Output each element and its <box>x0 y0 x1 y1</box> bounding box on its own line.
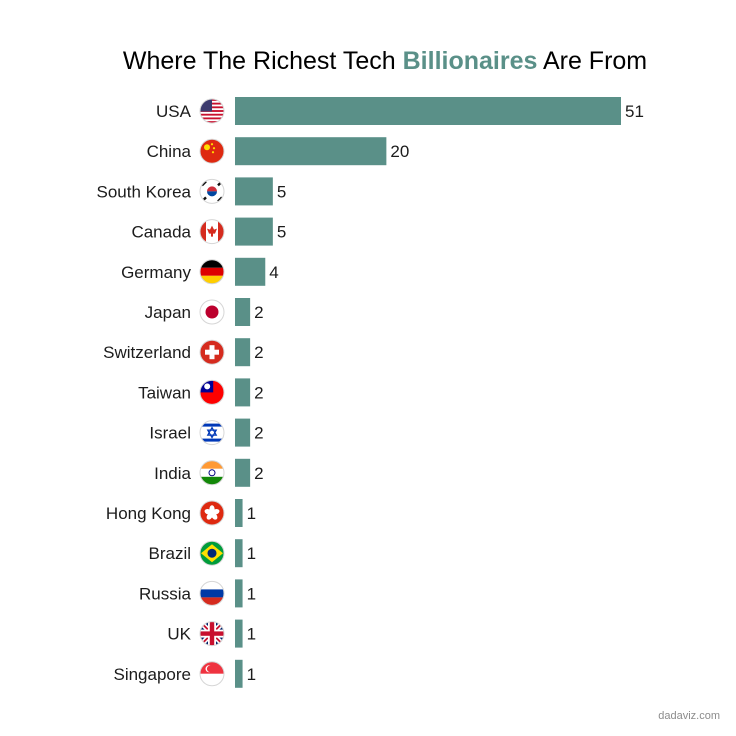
value-label: 2 <box>254 303 263 322</box>
value-label: 1 <box>247 625 256 644</box>
china-flag-icon <box>199 138 225 164</box>
bar-row-usa: USA 51 <box>156 97 644 125</box>
bar <box>235 217 273 246</box>
bar-row-russia: Russia 1 <box>139 579 256 608</box>
hong-kong-flag-icon <box>199 500 225 526</box>
bar-row-south-korea: South Korea 5 <box>96 177 286 206</box>
bar-row-canada: Canada 5 <box>131 217 286 246</box>
category-label: Israel <box>149 424 191 443</box>
singapore-flag-icon <box>199 661 225 687</box>
category-label: Hong Kong <box>106 504 191 523</box>
value-label: 1 <box>247 504 256 523</box>
category-label: Germany <box>121 263 191 282</box>
bar-row-japan: Japan 2 <box>145 298 264 326</box>
bar <box>235 378 251 407</box>
bar <box>235 659 243 688</box>
credit-text: dadaviz.com <box>658 710 720 722</box>
bar-row-germany: Germany 4 <box>121 257 279 286</box>
chart-title-part-3: Are From <box>537 47 647 75</box>
bar-row-taiwan: Taiwan 2 <box>138 378 264 407</box>
bar-row-singapore: Singapore 1 <box>113 659 256 688</box>
japan-flag-icon <box>199 299 225 325</box>
value-label: 2 <box>254 464 263 483</box>
israel-flag-icon <box>199 420 225 446</box>
value-label: 2 <box>254 343 263 362</box>
chart-title-highlight: Billionaires <box>403 47 538 75</box>
value-label: 1 <box>247 665 256 684</box>
category-label: Russia <box>139 584 192 603</box>
value-label: 1 <box>247 584 256 603</box>
chart-title-part-1: Where The Richest Tech <box>123 47 403 75</box>
bar <box>235 97 621 125</box>
value-label: 4 <box>269 263 278 282</box>
chart-title: Where The Richest Tech Billionaires Are … <box>123 47 647 75</box>
category-label: Brazil <box>148 544 191 563</box>
uk-flag-icon <box>199 621 225 647</box>
category-label: South Korea <box>96 182 191 201</box>
value-label: 51 <box>625 102 644 121</box>
category-label: Switzerland <box>103 343 191 362</box>
category-label: Canada <box>131 223 191 242</box>
bar <box>235 539 243 568</box>
value-label: 2 <box>254 424 263 443</box>
category-label: USA <box>156 102 192 121</box>
bar-row-switzerland: Switzerland 2 <box>103 338 264 367</box>
value-label: 20 <box>390 142 409 161</box>
india-flag-icon <box>199 460 225 486</box>
category-label: China <box>147 142 192 161</box>
bar-row-israel: Israel 2 <box>149 418 264 447</box>
bar <box>235 137 387 166</box>
brazil-flag-icon <box>199 540 225 566</box>
value-label: 5 <box>277 223 286 242</box>
value-label: 1 <box>247 544 256 563</box>
bar <box>235 579 243 608</box>
bar-row-hong-kong: Hong Kong 1 <box>106 499 256 527</box>
south-korea-flag-icon <box>199 178 225 204</box>
bar-row-india: India 2 <box>154 458 264 487</box>
taiwan-flag-icon <box>199 379 225 405</box>
canada-flag-icon <box>199 219 225 245</box>
category-label: India <box>154 464 191 483</box>
bar-row-brazil: Brazil 1 <box>148 539 256 568</box>
usa-flag-icon <box>199 98 225 124</box>
bar-row-uk: UK 1 <box>167 619 256 648</box>
bar <box>235 338 251 367</box>
value-label: 2 <box>254 383 263 402</box>
bar-row-china: China 20 <box>147 137 409 166</box>
bar <box>235 418 251 447</box>
category-label: Japan <box>145 303 191 322</box>
category-label: Taiwan <box>138 383 191 402</box>
bar <box>235 298 251 326</box>
bar <box>235 619 243 648</box>
bar <box>235 257 266 286</box>
russia-flag-icon <box>199 580 225 606</box>
bar <box>235 177 273 206</box>
category-label: UK <box>167 625 191 644</box>
category-label: Singapore <box>113 665 191 684</box>
bar <box>235 499 243 527</box>
bar <box>235 458 251 487</box>
value-label: 5 <box>277 182 286 201</box>
switzerland-flag-icon <box>199 339 225 365</box>
germany-flag-icon <box>199 259 225 285</box>
